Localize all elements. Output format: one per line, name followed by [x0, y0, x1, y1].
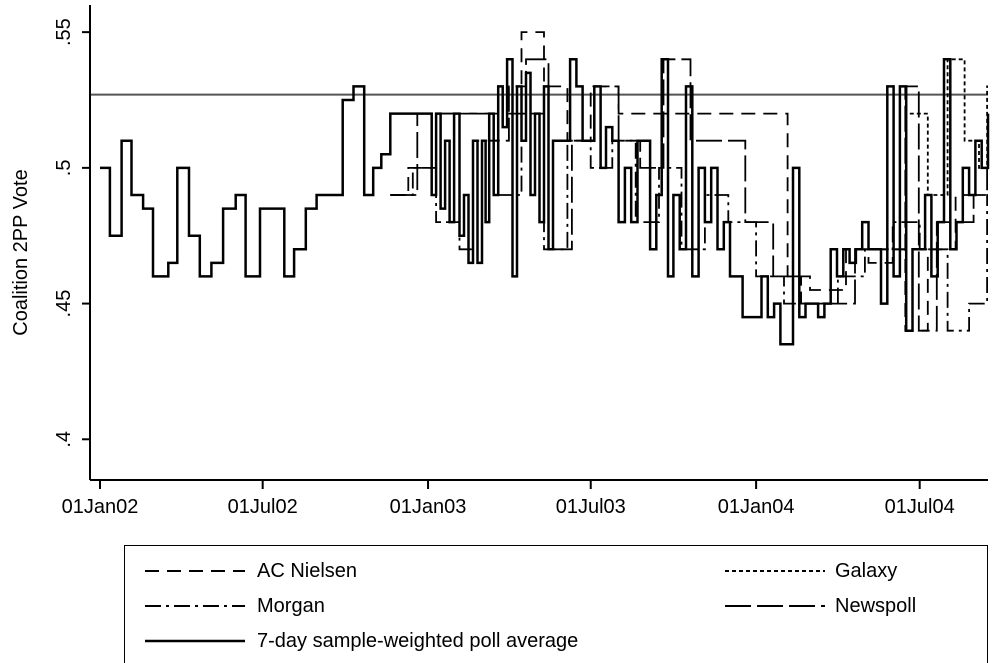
legend-swatch-newspoll	[725, 605, 825, 607]
x-tick-label: 01Jul02	[228, 496, 298, 518]
x-tick-label: 01Jan02	[62, 496, 139, 518]
legend-item-ac-nielsen: AC Nielsen	[145, 556, 357, 586]
legend-item-galaxy: Galaxy	[725, 556, 897, 586]
series-line-7-day-sample-weighted-poll-average	[100, 58, 990, 346]
y-tick-label: .5	[53, 160, 75, 177]
legend-label-morgan: Morgan	[257, 594, 325, 617]
legend-swatch-ac-nielsen	[145, 570, 245, 572]
series-line-morgan	[390, 112, 988, 332]
legend-label-newspoll: Newspoll	[835, 594, 917, 617]
x-tick-label: 01Jul03	[556, 496, 626, 518]
legend-swatch-galaxy	[725, 570, 825, 572]
legend-label-galaxy: Galaxy	[835, 559, 898, 582]
plot-area	[90, 31, 990, 346]
legend-swatch-7-day-average	[145, 639, 245, 643]
legend-label-ac-nielsen: AC Nielsen	[257, 559, 358, 582]
axes: .4 .45 .5 .55 01Jan02 01Jul02 01Jan03 01Jul03 01…	[10, 5, 988, 518]
legend-label-7-day-average: 7-day sample-weighted poll average	[257, 629, 579, 652]
x-tick-label: 01Jan04	[718, 496, 795, 518]
y-axis-label: Coalition 2PP Vote	[10, 169, 32, 335]
x-tick-label: 01Jul04	[885, 496, 955, 518]
y-tick-label: .4	[53, 431, 75, 448]
y-tick-label: .55	[53, 18, 75, 46]
legend-item-newspoll: Newspoll	[725, 591, 916, 621]
legend-swatch-morgan	[145, 605, 245, 607]
chart: .4 .45 .5 .55 01Jan02 01Jul02 01Jan03 01Jul03 01…	[10, 5, 990, 518]
x-tick-label: 01Jan03	[390, 496, 467, 518]
legend-item-morgan: Morgan	[145, 591, 325, 621]
legend-item-7-day-average: 7-day sample-weighted poll average	[145, 626, 578, 656]
y-tick-label: .45	[53, 290, 75, 318]
legend: AC Nielsen Galaxy Morgan Newspoll 7-day …	[124, 545, 988, 663]
series-line-newspoll	[390, 58, 988, 332]
